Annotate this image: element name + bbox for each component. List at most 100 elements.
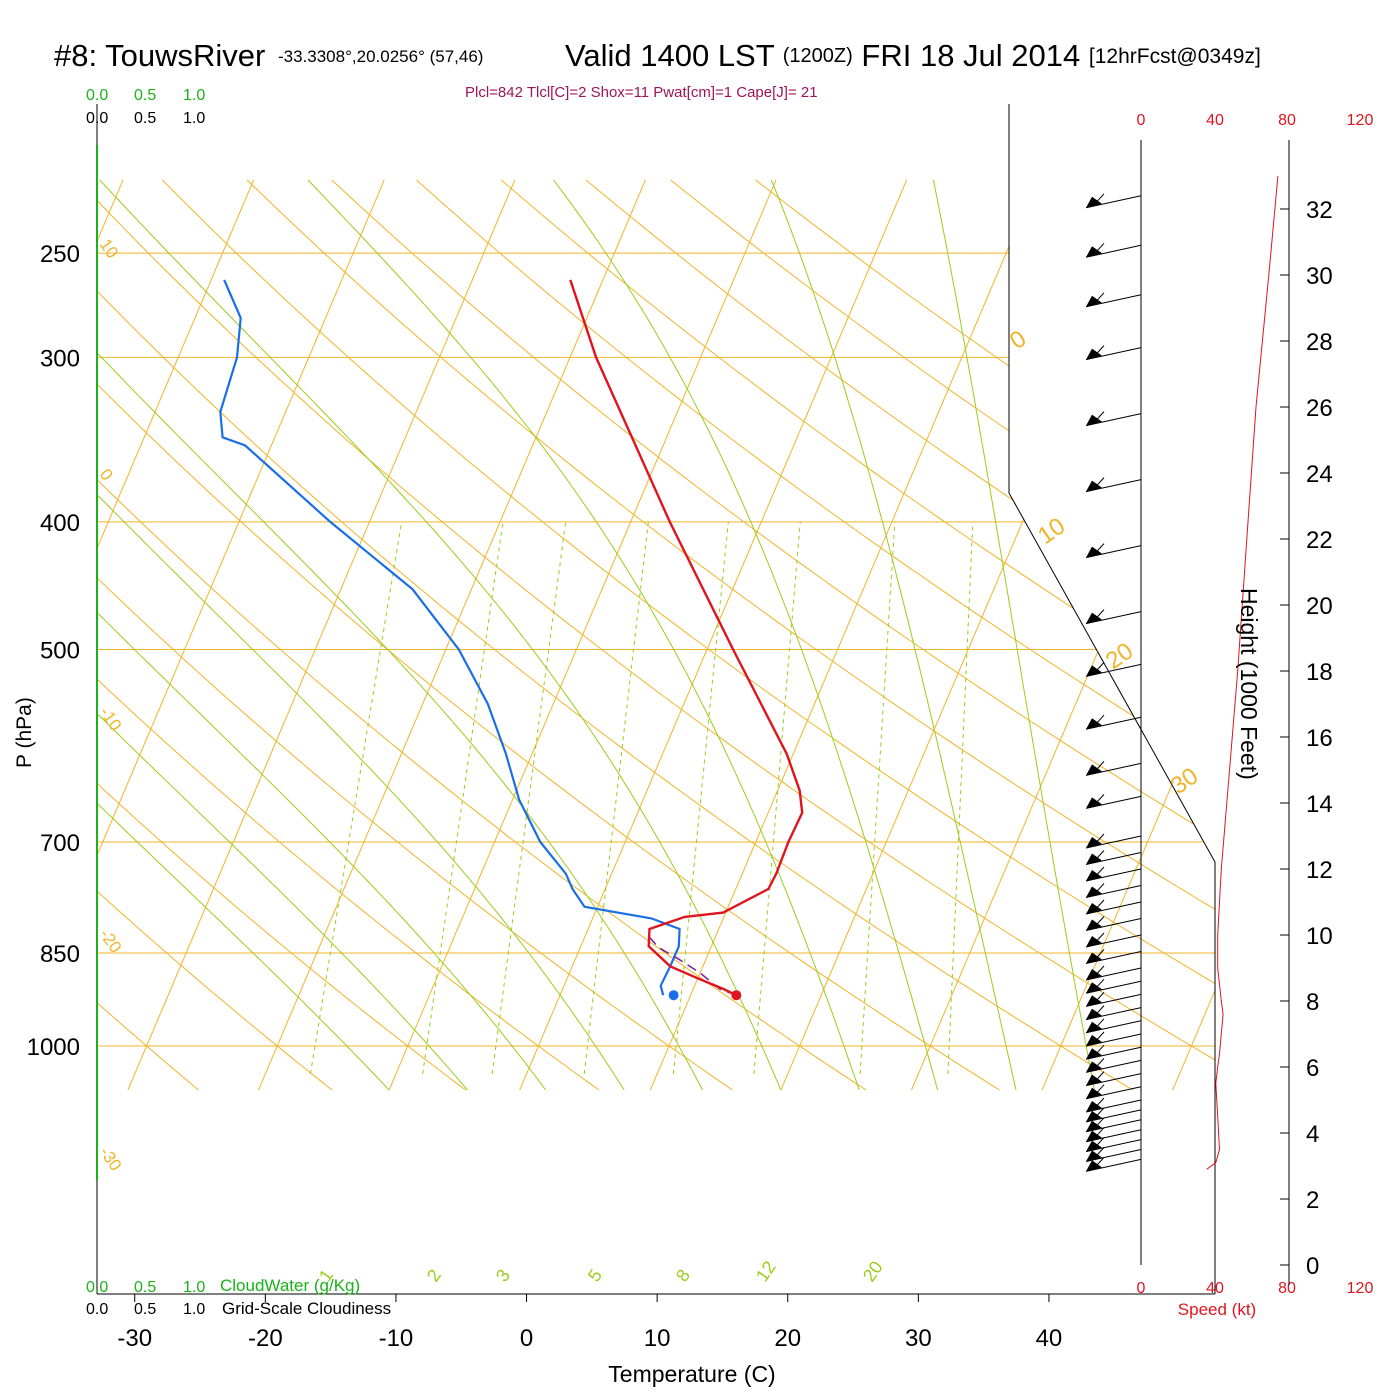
wind-barb-staff	[1085, 852, 1142, 865]
wind-barb-feather	[1092, 1005, 1105, 1018]
wind-barb-flag	[1086, 886, 1102, 898]
wind-barb-feather	[1092, 978, 1105, 992]
wind-barb-flag	[1086, 1061, 1102, 1073]
speed-axis-title: Speed (kt)	[1178, 1300, 1256, 1319]
height-tick-label: 28	[1306, 329, 1333, 356]
wind-barb-staff	[1085, 1119, 1142, 1133]
height-tick-label: 16	[1306, 725, 1333, 752]
moist-adiabat-line	[770, 179, 1017, 1091]
wind-barb-staff	[1085, 347, 1142, 361]
zulu-time: (1200Z)	[782, 45, 853, 67]
dry-adiabat-line	[500, 179, 1215, 1091]
mixing-ratio-label: 5	[584, 1266, 606, 1286]
wind-barb-feather	[1092, 1071, 1105, 1084]
wind-barb-flag	[1086, 837, 1102, 848]
surface-dewpoint-marker	[668, 990, 679, 1001]
cloudiness-label: Grid-Scale Cloudiness	[222, 1299, 391, 1318]
pressure-tick-label: 500	[40, 638, 80, 665]
wind-barb-feather	[1092, 932, 1105, 946]
cloudwater-scale-top: 1.0	[183, 87, 205, 104]
cloudwater-scale-bottom: 0.0	[86, 1279, 108, 1296]
wind-barb-flag	[1086, 1035, 1102, 1046]
wind-barb-feather	[1092, 1117, 1105, 1131]
wind-barb-feather	[1092, 883, 1105, 896]
mixing-ratio-label: 3	[492, 1266, 514, 1286]
wind-barb-feather	[1092, 1018, 1105, 1032]
wind-barb-flag	[1086, 546, 1102, 558]
wind-barb-staff	[1085, 795, 1142, 809]
cloudwater-scale-top: 0.5	[134, 87, 156, 104]
wind-barb-feather	[1092, 794, 1105, 807]
wind-barb-staff	[1085, 1109, 1142, 1123]
wind-barb-flag	[1086, 853, 1102, 865]
cloudwater-label: CloudWater (g/Kg)	[220, 1276, 360, 1295]
temperature-tick-label: -10	[379, 1325, 414, 1352]
cloudiness-scale-top: 1.0	[183, 110, 205, 127]
mixing-ratio-label: 8	[672, 1266, 694, 1286]
isotherm-line	[649, 179, 1038, 1091]
mixing-ratio-line	[859, 521, 896, 1074]
isotherm-line	[258, 179, 646, 1091]
pressure-tick-label: 700	[40, 830, 80, 857]
wind-barb-flag	[1086, 870, 1102, 881]
speed-tick-label-bottom: 80	[1278, 1280, 1296, 1297]
wind-barb-flag	[1086, 903, 1102, 914]
height-tick-label: 8	[1306, 989, 1319, 1016]
moist-adiabat-line	[97, 179, 390, 1091]
mixing-ratio-label: 20	[859, 1257, 887, 1285]
pressure-axis-title: P (hPa)	[13, 697, 36, 768]
mixing-ratio-label: 2	[423, 1266, 445, 1286]
wind-barb-flag	[1086, 995, 1102, 1007]
dry-adiabat-label-right: 10	[1033, 512, 1070, 549]
moist-adiabat-line	[99, 179, 782, 1091]
pressure-tick-label: 1000	[27, 1034, 80, 1061]
wind-barb-staff	[1085, 762, 1142, 776]
wind-barb-feather	[1092, 543, 1105, 556]
wind-barb-staff	[1085, 993, 1142, 1007]
wind-barb-flag	[1086, 1008, 1102, 1020]
wind-barb-staff	[1085, 1020, 1142, 1034]
wind-barb-staff	[1085, 951, 1142, 964]
temperature-profile-line	[569, 279, 804, 997]
wind-barb-feather	[1092, 1084, 1105, 1098]
dry-adiabat-line	[97, 179, 733, 1091]
temperature-tick-label: 10	[644, 1325, 671, 1352]
height-tick-label: 30	[1306, 263, 1333, 290]
wind-barb-staff	[1085, 413, 1142, 427]
wind-barb-flag	[1086, 764, 1102, 776]
wind-barb-staff	[1085, 901, 1142, 915]
dry-adiabat-line	[97, 179, 333, 1091]
wind-barb-feather	[1092, 609, 1105, 622]
cloudiness-scale-top: 0.0	[86, 110, 108, 127]
dry-adiabat-line	[585, 179, 1215, 1091]
wind-barb-flag	[1086, 414, 1102, 426]
mixing-ratio-line	[583, 521, 649, 1074]
wind-barb-flag	[1086, 1021, 1102, 1033]
temperature-tick-label: 30	[905, 1325, 932, 1352]
temperature-tick-label: 0	[520, 1325, 533, 1352]
dewpoint-profile-line	[219, 279, 681, 996]
wind-barb-feather	[1092, 899, 1105, 913]
pressure-tick-label: 400	[40, 510, 80, 537]
dry-adiabat-line	[161, 179, 1215, 1091]
wind-barb-staff	[1085, 716, 1142, 730]
wind-barb-feather	[1092, 1157, 1105, 1170]
wind-barb-staff	[1085, 663, 1142, 677]
dry-adiabat-label: 10	[96, 235, 122, 261]
dry-adiabat-line	[97, 179, 1215, 1091]
isotherm-line	[127, 179, 516, 1091]
wind-barb-feather	[1092, 833, 1105, 847]
wind-barb-staff	[1085, 980, 1142, 994]
wind-speed-profile-line	[1206, 175, 1279, 1170]
wind-barb-staff	[1085, 1086, 1142, 1100]
wind-barb-feather	[1092, 850, 1105, 863]
wind-barb-flag	[1086, 1130, 1102, 1142]
dry-adiabat-line	[331, 179, 1215, 1091]
speed-tick-label-top: 120	[1347, 112, 1374, 129]
speed-tick-label-bottom: 40	[1206, 1280, 1224, 1297]
mixing-ratio-line	[422, 521, 504, 1074]
wind-barb-staff	[1085, 885, 1142, 898]
mixing-ratio-label: 12	[752, 1257, 780, 1285]
